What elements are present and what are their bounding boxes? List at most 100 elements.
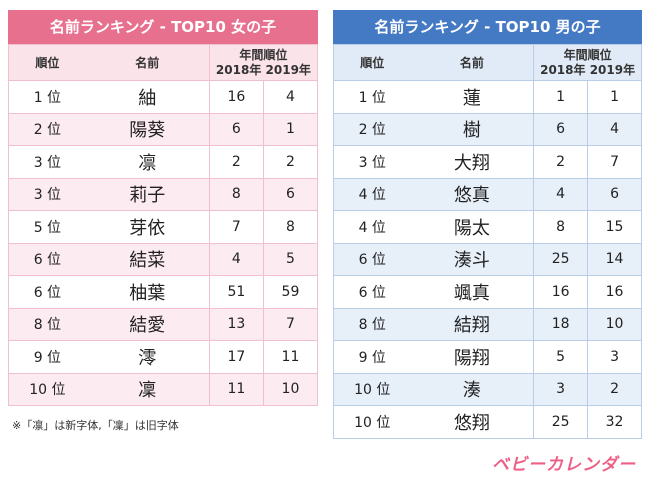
rank-cell: 1 位 <box>8 80 86 114</box>
header-rank: 順位 <box>333 44 411 81</box>
header-name: 名前 <box>85 44 210 81</box>
rank-2019-cell: 11 <box>262 340 318 374</box>
name-cell: 結菜 <box>85 243 210 276</box>
table-header-row: 順位 名前 年間順位 2018年 2019年 <box>8 44 318 81</box>
rank-cell: 4 位 <box>333 210 411 244</box>
rank-2018-cell: 13 <box>208 308 264 341</box>
header-year-rank-label: 年間順位 <box>239 47 288 62</box>
table-row: 2 位陽葵 6 1 <box>8 113 318 146</box>
rank-2018-cell: 7 <box>208 210 264 244</box>
rank-2019-cell: 4 <box>262 80 318 114</box>
rank-2018-cell: 5 <box>533 340 588 374</box>
rank-2018-cell: 16 <box>533 275 588 309</box>
rank-2018-cell: 11 <box>208 373 264 406</box>
header-name: 名前 <box>410 44 534 81</box>
table-row: 8 位結翔 18 10 <box>333 308 642 341</box>
name-cell: 湊斗 <box>410 243 534 276</box>
rank-cell: 6 位 <box>333 275 411 309</box>
boys-panel-title: 名前ランキング - TOP10 男の子 <box>333 10 642 44</box>
rank-2019-cell: 10 <box>587 308 642 341</box>
rank-cell: 2 位 <box>333 113 411 146</box>
table-row: 10 位凜 11 10 <box>8 373 318 406</box>
name-cell: 結愛 <box>85 308 210 341</box>
rank-2018-cell: 25 <box>533 243 588 276</box>
rank-2019-cell: 2 <box>587 373 642 406</box>
rank-2018-cell: 2 <box>208 145 264 179</box>
rank-cell: 10 位 <box>8 373 86 406</box>
table-row: 6 位結菜 4 5 <box>8 243 318 276</box>
rank-2018-cell: 3 <box>533 373 588 406</box>
rank-cell: 2 位 <box>8 113 86 146</box>
rank-cell: 8 位 <box>333 308 411 341</box>
rank-2019-cell: 5 <box>262 243 318 276</box>
girls-ranking-table: 順位 名前 年間順位 2018年 2019年 1 位紬 16 4 2 位陽葵 6 1 3 位… <box>8 44 318 406</box>
rank-cell: 3 位 <box>333 145 411 179</box>
rank-2018-cell: 4 <box>208 243 264 276</box>
rank-2019-cell: 16 <box>587 275 642 309</box>
header-2018: 2018年 <box>215 62 262 77</box>
table-row: 3 位莉子 8 6 <box>8 178 318 211</box>
boys-ranking-panel: 名前ランキング - TOP10 男の子 順位 名前 年間順位 2018年 201… <box>333 10 642 439</box>
name-cell: 陽太 <box>410 210 534 244</box>
name-cell: 陽葵 <box>85 113 210 146</box>
girls-panel-title: 名前ランキング - TOP10 女の子 <box>8 10 318 44</box>
rank-2018-cell: 18 <box>533 308 588 341</box>
rank-2018-cell: 8 <box>208 178 264 211</box>
rank-cell: 6 位 <box>8 275 86 309</box>
rank-2019-cell: 32 <box>587 405 642 439</box>
footnote: ※「凛」は新字体,「凜」は旧字体 <box>12 419 179 432</box>
rank-cell: 8 位 <box>8 308 86 341</box>
rank-cell: 6 位 <box>8 243 86 276</box>
table-row: 9 位澪 17 11 <box>8 340 318 374</box>
rank-2018-cell: 51 <box>208 275 264 309</box>
table-row: 6 位湊斗 25 14 <box>333 243 642 276</box>
name-cell: 蓮 <box>410 80 534 114</box>
rank-cell: 3 位 <box>8 178 86 211</box>
rank-2018-cell: 17 <box>208 340 264 374</box>
rank-2019-cell: 7 <box>262 308 318 341</box>
rank-2018-cell: 2 <box>533 145 588 179</box>
rank-2018-cell: 16 <box>208 80 264 114</box>
header-year-rank: 年間順位 2018年 2019年 <box>533 44 642 81</box>
name-cell: 凛 <box>85 145 210 179</box>
name-cell: 樹 <box>410 113 534 146</box>
name-cell: 陽翔 <box>410 340 534 374</box>
name-cell: 悠翔 <box>410 405 534 439</box>
name-cell: 颯真 <box>410 275 534 309</box>
rank-2019-cell: 14 <box>587 243 642 276</box>
rank-2018-cell: 1 <box>533 80 588 114</box>
table-row: 4 位悠真 4 6 <box>333 178 642 211</box>
table-row: 1 位紬 16 4 <box>8 80 318 114</box>
name-cell: 芽依 <box>85 210 210 244</box>
rank-cell: 4 位 <box>333 178 411 211</box>
rank-cell: 10 位 <box>333 405 411 439</box>
header-2019: 2019年 <box>265 62 311 77</box>
rank-2019-cell: 6 <box>587 178 642 211</box>
rank-2019-cell: 3 <box>587 340 642 374</box>
table-row: 4 位陽太 8 15 <box>333 210 642 244</box>
rank-2019-cell: 8 <box>262 210 318 244</box>
name-cell: 紬 <box>85 80 210 114</box>
name-cell: 大翔 <box>410 145 534 179</box>
table-header-row: 順位 名前 年間順位 2018年 2019年 <box>333 44 642 81</box>
name-cell: 柚葉 <box>85 275 210 309</box>
rank-cell: 9 位 <box>333 340 411 374</box>
rank-2019-cell: 59 <box>262 275 318 309</box>
rank-2018-cell: 4 <box>533 178 588 211</box>
table-row: 8 位結愛 13 7 <box>8 308 318 341</box>
name-cell: 凜 <box>85 373 210 406</box>
rank-2019-cell: 1 <box>262 113 318 146</box>
header-year-rank: 年間順位 2018年 2019年 <box>208 44 318 81</box>
rank-2018-cell: 25 <box>533 405 588 439</box>
rank-2019-cell: 10 <box>262 373 318 406</box>
rank-cell: 10 位 <box>333 373 411 406</box>
rank-2019-cell: 2 <box>262 145 318 179</box>
rank-cell: 3 位 <box>8 145 86 179</box>
